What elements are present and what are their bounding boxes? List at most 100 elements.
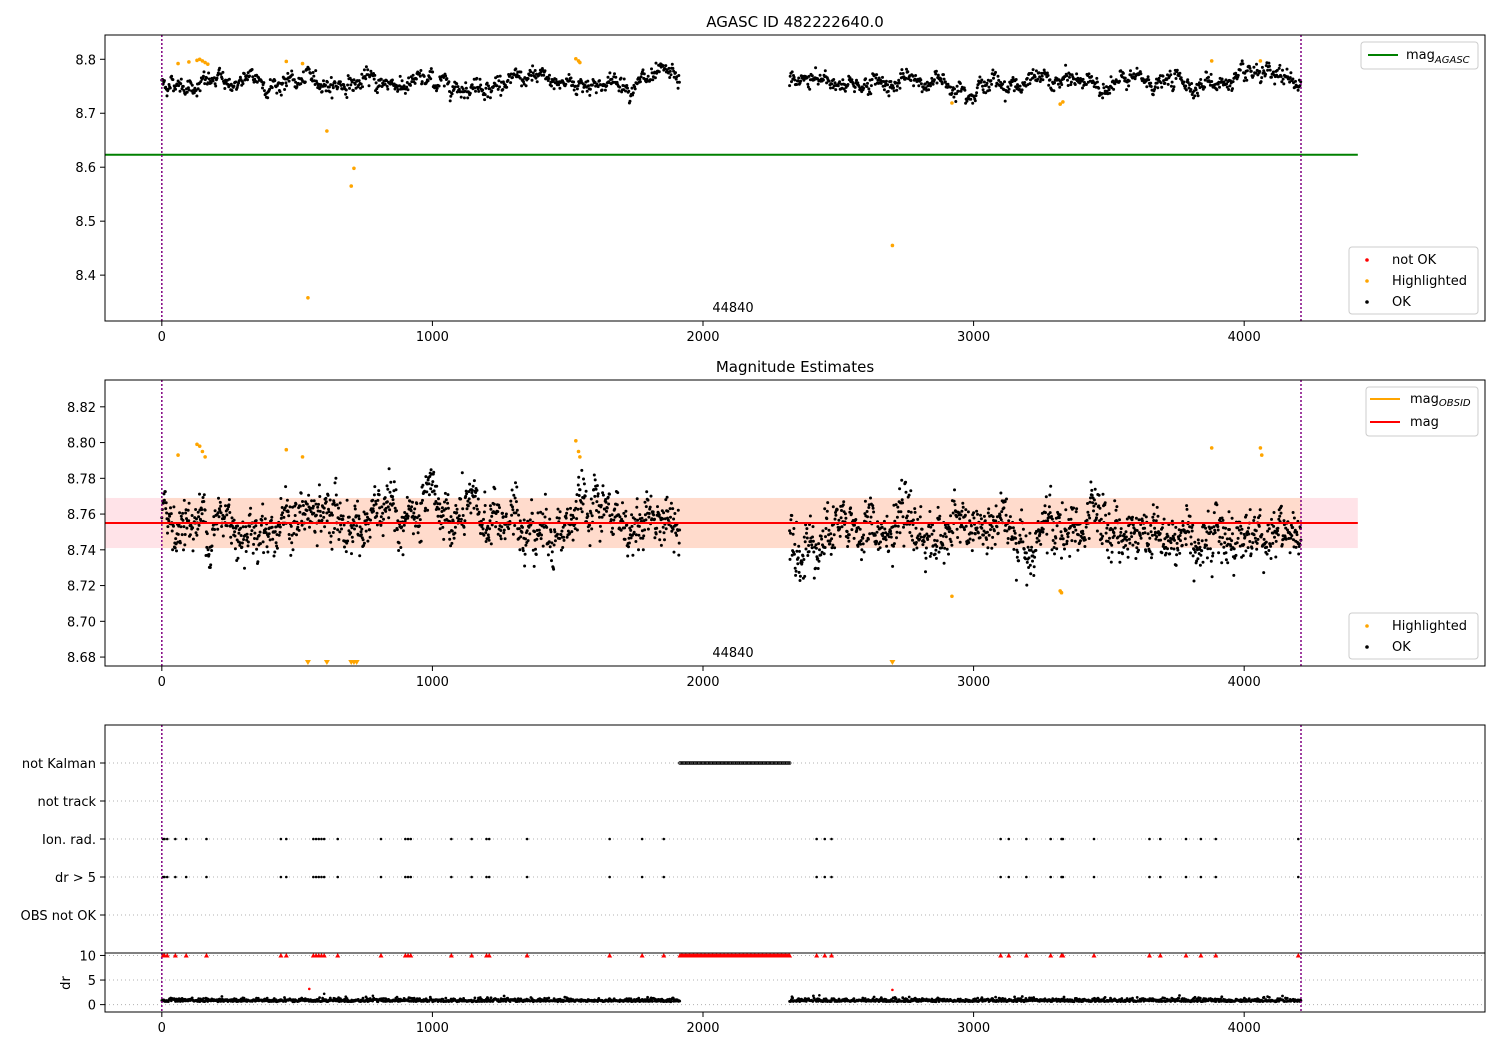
agasc-ok-point	[290, 69, 294, 73]
dr-point	[543, 996, 546, 1000]
mag-ok-point	[1133, 530, 1137, 534]
agasc-ok-point	[386, 87, 390, 91]
mag-ok-point	[443, 500, 446, 504]
agasc-ok-point	[987, 85, 991, 89]
mag-ok-point	[643, 500, 647, 504]
mag-ok-point	[1041, 527, 1045, 531]
agasc-ok-point	[935, 81, 939, 85]
agasc-ok-point	[492, 84, 496, 88]
agasc-ok-point	[842, 87, 846, 91]
mag-ok-point	[900, 498, 904, 502]
agasc-ok-point	[1258, 70, 1262, 73]
agasc-ok-point	[590, 83, 594, 87]
agasc-ok-point	[956, 89, 960, 93]
agasc-ok-point	[988, 88, 992, 92]
mag-ok-point	[1227, 510, 1231, 514]
mag-ok-point	[672, 550, 676, 554]
mag-ok-point	[941, 543, 945, 547]
mag-ok-point	[1195, 559, 1199, 563]
mag-ok-point	[805, 527, 809, 531]
mag-ok-point	[550, 559, 553, 563]
agasc-ok-point	[588, 87, 592, 91]
agasc-ok-point	[366, 68, 370, 72]
mag-ok-point	[236, 556, 240, 560]
agasc-ok-point	[808, 87, 812, 91]
agasc-ok-point	[882, 88, 886, 92]
mag-highlighted-point	[176, 453, 180, 457]
mag-ok-point	[913, 510, 917, 514]
mag-ok-point	[802, 535, 806, 539]
mag-ok-point	[522, 518, 526, 522]
mag-ok-point	[885, 514, 889, 518]
mag-ok-point	[482, 510, 486, 514]
mag-ok-point	[1049, 484, 1053, 488]
mag-ok-point	[1234, 553, 1238, 557]
ion-rad-point	[487, 837, 491, 841]
mag-ok-point	[895, 536, 898, 540]
mag-ytick-label: 8.82	[67, 401, 96, 416]
agasc-ok-point	[924, 86, 928, 90]
agasc-ok-point	[385, 79, 388, 83]
agasc-ok-point	[470, 83, 474, 87]
mag-ok-point	[1119, 530, 1123, 534]
agasc-ok-point	[1161, 74, 1165, 78]
mag-highlighted-point	[300, 455, 305, 459]
mag-ok-point	[1065, 539, 1069, 543]
ion-rad-point	[1184, 837, 1188, 841]
mag-ok-point	[1092, 509, 1095, 513]
mag-ok-point	[387, 467, 391, 471]
agasc-ok-point	[832, 78, 836, 81]
agasc-ok-point	[554, 77, 558, 81]
agasc-ok-point	[853, 90, 856, 94]
mag-ok-point	[1155, 505, 1159, 509]
agasc-ok-point	[788, 84, 792, 88]
agasc-ok-point	[461, 87, 465, 91]
mag-ok-point	[1055, 547, 1059, 551]
mag-ok-point	[913, 507, 917, 511]
mag-ok-point	[1032, 565, 1036, 569]
agasc-ok-point	[262, 89, 266, 93]
mag-ok-point	[891, 564, 895, 568]
mag-ok-point	[901, 501, 905, 505]
mag-ok-point	[484, 540, 488, 543]
agasc-ok-point	[864, 77, 868, 81]
mag-ok-point	[417, 524, 421, 528]
mag-ok-point	[361, 538, 365, 542]
mag-ok-point	[575, 517, 579, 521]
mag-ok-point	[1127, 537, 1131, 541]
mag-ok-point	[833, 517, 837, 521]
mag-ok-point	[344, 550, 348, 554]
mag-ok-point	[1174, 563, 1178, 567]
mag-ok-point	[318, 509, 322, 513]
mag-ok-point	[1154, 519, 1158, 523]
dr-point	[444, 996, 448, 1000]
mag-ok-point	[970, 549, 974, 553]
mag-ok-point	[843, 512, 847, 516]
agasc-ok-point	[627, 89, 631, 93]
agasc-xtick-label: 1000	[416, 330, 449, 345]
mag-ok-point	[1035, 540, 1039, 544]
mag-ok-point	[878, 546, 882, 550]
mag-ok-point	[1191, 554, 1195, 558]
agasc-ok-point	[253, 77, 257, 81]
mag-ok-point	[861, 542, 865, 546]
mag-ok-point	[562, 538, 566, 542]
agasc-highlighted-point	[197, 57, 202, 62]
mag-ok-point	[1005, 497, 1008, 501]
mag-ok-point	[429, 468, 433, 472]
mag-ok-point	[350, 552, 353, 556]
agasc-ok-point	[1081, 86, 1084, 90]
mag-ok-point	[656, 505, 659, 509]
mag-highlighted-point	[197, 444, 202, 448]
mag-ok-point	[588, 544, 592, 548]
agasc-ok-point	[575, 87, 579, 91]
agasc-ok-point	[1009, 83, 1013, 87]
mag-ok-point	[801, 554, 805, 558]
mag-ok-point	[812, 550, 816, 554]
agasc-ok-point	[257, 76, 261, 80]
agasc-highlighted-point	[1061, 100, 1065, 104]
mag-ok-point	[188, 533, 192, 537]
agasc-ok-point	[1149, 85, 1153, 88]
mag-ok-point	[808, 514, 812, 518]
mag-ok-point	[401, 553, 405, 557]
